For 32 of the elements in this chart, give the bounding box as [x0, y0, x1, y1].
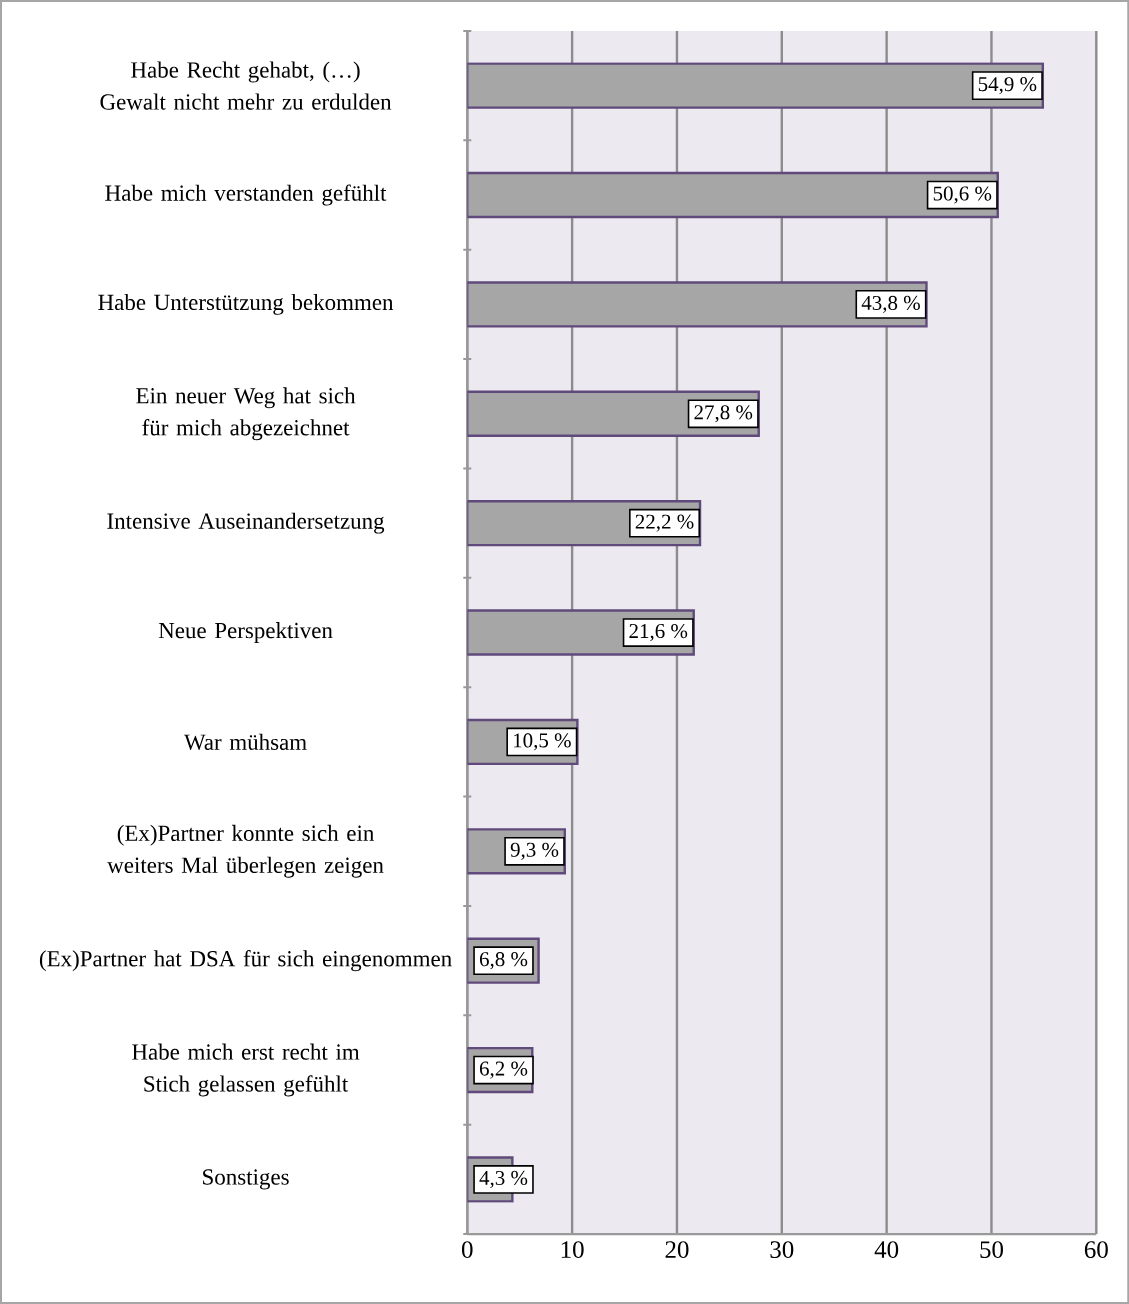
- data-label: 50,6 %: [933, 186, 992, 204]
- bar: [467, 171, 999, 219]
- y-tick-label: Habe Unterstützung bekommen: [98, 293, 394, 315]
- y-tick-label: Ein neuer Weg hat sich für mich abgezeichnet: [136, 387, 356, 441]
- x-tick-label: 50: [980, 1241, 1003, 1259]
- y-tick-label: Sonstiges: [202, 1169, 289, 1190]
- data-label: 21,6 %: [629, 623, 688, 642]
- x-tick-label: 40: [874, 1241, 899, 1259]
- data-label: 43,8 %: [861, 295, 920, 313]
- y-tick-label: Habe mich verstanden gefühlt: [105, 184, 387, 206]
- data-label: 6,2 %: [479, 1061, 528, 1079]
- x-tick-label: 0: [461, 1241, 473, 1259]
- data-label: 4,3 %: [479, 1170, 528, 1189]
- data-label: 22,2 %: [635, 514, 694, 532]
- data-label: 27,8 %: [694, 405, 753, 423]
- data-label: 10,5 %: [513, 733, 571, 751]
- x-tick-label: 60: [1084, 1241, 1108, 1259]
- x-tick-label: 20: [665, 1241, 689, 1259]
- data-label: 9,3 %: [510, 842, 559, 860]
- y-tick-label: Intensive Auseinandersetzung: [107, 512, 385, 534]
- bar: [467, 62, 1044, 109]
- x-tick-label: 10: [561, 1241, 584, 1259]
- y-tick-label: Habe Recht gehabt, (…) Gewalt nicht mehr zu erdulden: [100, 61, 392, 110]
- y-tick-label: Neue Perspektiven: [158, 622, 333, 643]
- y-tick-label: (Ex)Partner konnte sich ein weiters Mal überlegen zeigen: [107, 824, 384, 878]
- data-label: 6,8 %: [479, 952, 528, 970]
- bar: [467, 281, 928, 328]
- data-label: 54,9 %: [978, 77, 1037, 95]
- y-tick-label: War mühsam: [183, 733, 307, 751]
- y-tick-label: Habe mich erst recht im Stich gelassen gefühlt: [131, 1043, 360, 1097]
- x-tick-label: 30: [770, 1241, 794, 1259]
- y-tick-label: (Ex)Partner hat DSA für sich eingenommen: [39, 950, 452, 972]
